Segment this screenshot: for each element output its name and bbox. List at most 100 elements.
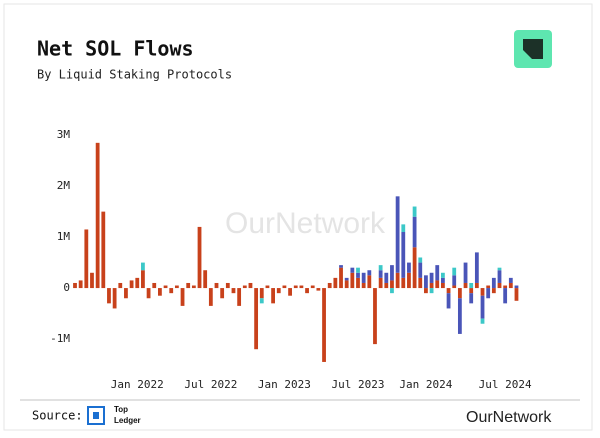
bar [271,288,275,304]
bar [322,288,326,362]
bar [395,196,400,273]
bar [503,285,508,289]
bar [486,285,491,289]
bar [401,277,406,289]
bar [480,295,485,319]
footer-mark: OurNetwork [466,409,552,426]
x-tick-label: Jan 2024 [399,378,452,391]
bar [231,288,236,294]
x-tick-label: Jul 2024 [479,378,532,391]
bar [457,298,462,334]
bar [350,267,355,273]
bar [78,280,83,289]
bar [191,285,196,289]
bar [441,282,445,289]
y-tick-label: 1M [57,230,71,243]
bar [344,280,349,289]
bar [242,285,247,289]
bar [361,282,366,289]
bar [310,285,315,289]
source-logo-inner [93,412,99,419]
bar [367,270,372,276]
bar [158,288,162,296]
bar [429,288,434,294]
bar [480,288,485,296]
bar [378,270,383,278]
bar [299,285,304,289]
bar [350,272,355,289]
bar [327,282,332,289]
bar [514,285,519,289]
bar [259,298,264,304]
bar [220,288,225,299]
bar [480,318,485,324]
bar [503,288,508,304]
bar [118,282,123,289]
bar [146,288,151,299]
bar [356,277,360,289]
bar [474,282,479,289]
bar [112,288,117,309]
bar [305,288,309,294]
bar [457,288,462,299]
bar [412,216,417,248]
chart-title: Net SOL Flows [37,37,194,61]
bar [441,277,445,283]
y-tick-label: 0 [63,281,70,294]
bar [197,226,202,289]
bar [316,288,321,291]
bar [282,285,287,289]
bar [497,267,502,271]
bar [107,288,111,304]
logo-mark [523,39,543,59]
bar [225,282,230,289]
bar [265,285,270,289]
bar [469,293,474,304]
bar [469,282,474,289]
bar [293,285,298,289]
bar [452,275,457,286]
bar [84,229,89,289]
bar [186,282,191,289]
bar [390,265,394,281]
bar [435,265,440,281]
bar [486,288,491,299]
x-tick-label: Jan 2022 [111,378,164,391]
bar [276,288,281,294]
bar [384,272,389,283]
bar [412,247,417,289]
bar [152,282,157,289]
bar [163,285,168,289]
bar [208,288,213,306]
bar [435,280,440,289]
bar [237,288,242,306]
bar [384,282,389,289]
bar [129,280,134,289]
bar [446,288,451,294]
bar [418,277,423,289]
bar [429,282,434,289]
bar [424,275,428,289]
bar [367,275,372,289]
bar [378,265,383,271]
bar [407,262,411,273]
bar [124,288,128,299]
bar [378,277,383,289]
bar [356,267,360,273]
bar [491,277,496,289]
bar [339,265,343,268]
bar [497,270,502,283]
bar [497,282,502,289]
bar [90,272,94,289]
bar [452,267,457,276]
bar [452,285,457,289]
bar [333,277,338,289]
bar [254,288,259,350]
y-tick-label: -1M [50,332,70,345]
x-tick-label: Jul 2022 [184,378,237,391]
bar [101,211,106,289]
chart-subtitle: By Liquid Staking Protocols [37,68,232,82]
source-brand: Top [114,405,128,414]
bar [446,293,451,309]
watermark: OurNetwork [225,207,386,240]
